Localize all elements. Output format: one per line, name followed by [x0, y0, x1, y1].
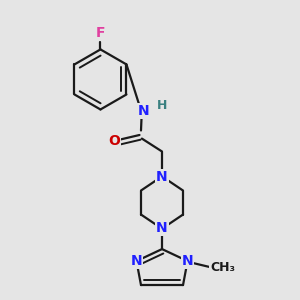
Text: N: N	[182, 254, 193, 268]
Text: H: H	[157, 99, 167, 112]
Text: O: O	[108, 134, 120, 148]
Text: N: N	[131, 254, 142, 268]
Text: N: N	[138, 104, 150, 118]
Text: CH₃: CH₃	[210, 261, 235, 274]
Text: N: N	[156, 170, 168, 184]
Text: F: F	[96, 26, 105, 40]
Text: N: N	[156, 221, 168, 235]
